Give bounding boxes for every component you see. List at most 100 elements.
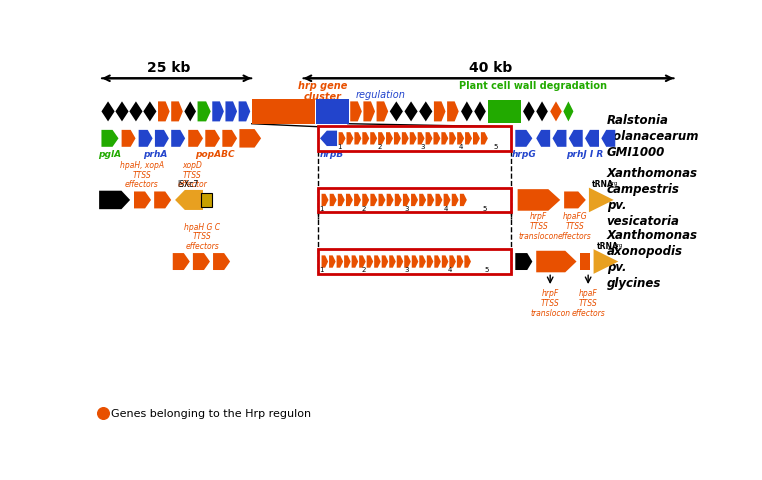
Polygon shape (122, 131, 136, 147)
Bar (318, 250, 511, 274)
Polygon shape (226, 102, 237, 122)
Text: 25 kb: 25 kb (147, 60, 190, 74)
Text: hrpB: hrpB (319, 150, 344, 159)
Polygon shape (171, 131, 185, 147)
Polygon shape (188, 131, 203, 147)
Polygon shape (338, 194, 344, 207)
Polygon shape (585, 131, 599, 147)
Polygon shape (354, 194, 361, 207)
Point (97, 409, 109, 417)
Text: 3: 3 (405, 205, 409, 211)
Text: 4: 4 (459, 144, 463, 150)
Polygon shape (173, 253, 190, 270)
Text: regulation: regulation (356, 90, 405, 100)
Polygon shape (379, 194, 386, 207)
Polygon shape (450, 133, 456, 145)
Polygon shape (411, 256, 418, 268)
Polygon shape (589, 188, 613, 213)
Text: hrpG: hrpG (511, 150, 536, 159)
Polygon shape (394, 133, 401, 145)
Polygon shape (447, 102, 459, 122)
Polygon shape (427, 194, 434, 207)
Polygon shape (134, 192, 151, 209)
Polygon shape (370, 133, 377, 145)
Polygon shape (523, 102, 535, 122)
Polygon shape (435, 194, 443, 207)
Text: tRNA: tRNA (597, 241, 619, 251)
Text: prhJ I R: prhJ I R (566, 150, 604, 159)
Text: hrp gene
cluster: hrp gene cluster (298, 81, 347, 102)
Polygon shape (175, 191, 203, 211)
Text: Xanthomonas
axonopodis
pv.
glycines: Xanthomonas axonopodis pv. glycines (607, 228, 698, 289)
Polygon shape (474, 102, 486, 122)
Polygon shape (320, 132, 337, 147)
Text: xopD
TTSS
effector: xopD TTSS effector (178, 161, 207, 189)
Text: 4: 4 (443, 205, 448, 211)
Text: 40 kb: 40 kb (469, 60, 512, 74)
Polygon shape (402, 133, 409, 145)
Polygon shape (143, 102, 156, 122)
Polygon shape (376, 102, 388, 122)
Polygon shape (239, 102, 250, 122)
Polygon shape (411, 194, 418, 207)
Polygon shape (322, 256, 328, 268)
Polygon shape (359, 256, 366, 268)
Polygon shape (461, 102, 472, 122)
Polygon shape (536, 251, 577, 273)
Polygon shape (552, 131, 566, 147)
Polygon shape (419, 102, 432, 122)
Polygon shape (419, 194, 426, 207)
Text: hpaFG
TTSS
effectors: hpaFG TTSS effectors (558, 212, 592, 240)
Polygon shape (213, 253, 230, 270)
Polygon shape (464, 256, 471, 268)
Text: 2: 2 (362, 267, 367, 273)
Text: 5: 5 (494, 144, 498, 150)
Text: 5: 5 (482, 205, 486, 211)
Polygon shape (205, 131, 220, 147)
Polygon shape (115, 102, 129, 122)
Bar (316, 100, 349, 124)
Polygon shape (101, 102, 114, 122)
Bar (251, 100, 315, 124)
Text: Arg: Arg (613, 242, 623, 247)
Polygon shape (158, 102, 170, 122)
Text: 3: 3 (405, 267, 409, 273)
Polygon shape (536, 102, 548, 122)
Text: hrpF
TTSS
translocon: hrpF TTSS translocon (530, 289, 570, 317)
Polygon shape (322, 194, 328, 207)
Text: Arg: Arg (609, 181, 619, 186)
Polygon shape (515, 131, 533, 147)
Polygon shape (395, 194, 402, 207)
Polygon shape (403, 194, 410, 207)
Bar (318, 127, 511, 151)
Polygon shape (568, 131, 583, 147)
Polygon shape (101, 131, 119, 147)
Polygon shape (344, 256, 351, 268)
Polygon shape (481, 133, 488, 145)
Polygon shape (351, 256, 358, 268)
Polygon shape (213, 102, 224, 122)
Text: hrpF
TTSS
translocon: hrpF TTSS translocon (518, 212, 559, 240)
Polygon shape (99, 192, 130, 210)
Polygon shape (382, 256, 389, 268)
Polygon shape (425, 133, 433, 145)
Text: pglA: pglA (98, 150, 121, 159)
Text: 4: 4 (447, 267, 452, 273)
Text: Xanthomonas
campestris
pv.
vesicatoria: Xanthomonas campestris pv. vesicatoria (607, 167, 698, 228)
Polygon shape (515, 253, 533, 270)
Polygon shape (378, 133, 385, 145)
Text: hpaH G C
TTSS
effectors: hpaH G C TTSS effectors (184, 222, 220, 251)
Polygon shape (536, 131, 550, 147)
Text: 1: 1 (319, 267, 324, 273)
Polygon shape (130, 102, 142, 122)
Bar (580, 253, 591, 270)
Polygon shape (347, 133, 354, 145)
Polygon shape (450, 256, 456, 268)
Text: 2: 2 (377, 144, 382, 150)
Polygon shape (550, 102, 562, 122)
Text: hpaH, xopA
TTSS
effectors: hpaH, xopA TTSS effectors (120, 161, 164, 189)
Polygon shape (362, 133, 370, 145)
Polygon shape (434, 133, 440, 145)
Polygon shape (346, 194, 353, 207)
Polygon shape (351, 102, 362, 122)
